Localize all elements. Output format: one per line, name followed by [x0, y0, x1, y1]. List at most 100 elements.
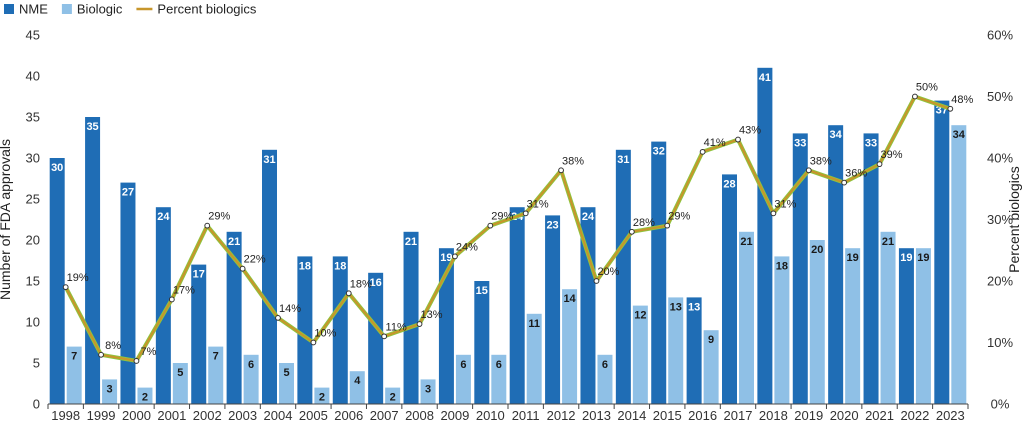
- bar-value-nme: 28: [723, 178, 735, 190]
- percent-point: [770, 210, 777, 217]
- bar-value-biologic: 19: [917, 252, 929, 264]
- x-tick-label: 2017: [724, 408, 753, 423]
- percent-point: [487, 222, 494, 229]
- x-tick-label: 2012: [547, 408, 576, 423]
- percent-label: 28%: [633, 217, 655, 229]
- percent-point: [204, 222, 211, 229]
- bar-nme: [262, 149, 277, 404]
- bar-nme: [580, 207, 596, 404]
- bar-biologic: [349, 371, 365, 404]
- legend-label-percent-biologics: Percent biologics: [157, 2, 256, 17]
- x-tick-label: 2023: [936, 408, 965, 423]
- bar-nme: [615, 149, 631, 404]
- bar-value-nme: 18: [334, 260, 346, 272]
- bar-biologic: [455, 354, 471, 404]
- percent-label: 48%: [951, 94, 973, 106]
- percent-point: [98, 351, 104, 358]
- bar-value-biologic: 3: [425, 383, 431, 395]
- y-tick-label: 15: [26, 274, 40, 289]
- bar-value-nme: 19: [440, 252, 452, 264]
- x-tick-label: 2009: [440, 408, 469, 423]
- bar-value-biologic: 18: [776, 260, 788, 272]
- bar-biologic: [102, 379, 118, 404]
- bar-biologic: [385, 387, 401, 404]
- y2-tick-label: 40%: [987, 151, 1013, 166]
- percent-point: [876, 161, 883, 168]
- percent-label: 38%: [562, 155, 584, 167]
- percent-point: [699, 148, 706, 155]
- bar-biologic: [809, 240, 825, 404]
- legend-label-nme: NME: [19, 2, 48, 17]
- bar-nme: [722, 174, 737, 404]
- bar-biologic: [632, 305, 648, 404]
- y-tick-label: 30: [26, 151, 40, 166]
- x-tick-label: 2003: [228, 408, 257, 423]
- bar-nme: [934, 100, 950, 404]
- percent-point: [558, 167, 564, 174]
- percent-label: 39%: [881, 149, 903, 161]
- percent-label: 29%: [208, 211, 230, 223]
- percent-point: [664, 222, 671, 229]
- percent-label: 10%: [314, 328, 336, 340]
- bar-biologic: [526, 313, 542, 404]
- percent-label: 31%: [527, 198, 549, 210]
- percent-point: [62, 284, 69, 291]
- percent-label: 29%: [491, 211, 513, 223]
- bar-value-nme: 21: [405, 236, 417, 248]
- x-tick-label: 2000: [122, 408, 151, 423]
- percent-label: 7%: [141, 346, 157, 358]
- y-tick-label: 10: [26, 315, 40, 330]
- bar-nme: [792, 133, 808, 404]
- percent-point: [735, 136, 741, 143]
- bar-value-biologic: 14: [563, 293, 576, 305]
- bar-biologic: [208, 346, 224, 404]
- percent-line-path: [64, 95, 951, 362]
- bar-nme: [474, 281, 490, 404]
- bar-value-nme: 24: [157, 211, 170, 223]
- legend: NME Biologic Percent biologics: [4, 2, 257, 17]
- bar-nme: [226, 231, 242, 404]
- bar-value-nme: 32: [653, 146, 665, 158]
- percent-point: [947, 105, 954, 112]
- percent-label: 13%: [421, 309, 443, 321]
- bar-biologic: [172, 363, 188, 404]
- bar-nme: [545, 215, 561, 404]
- bar-value-biologic: 6: [248, 359, 254, 371]
- percent-point: [310, 339, 317, 346]
- percent-label: 22%: [244, 254, 266, 266]
- bar-nme: [368, 272, 384, 404]
- bar-biologic: [845, 248, 861, 404]
- percent-point: [275, 315, 281, 321]
- x-axis: 1998 1999 2000 2001 2002 2003 2004 2005 2006 2007…: [47, 403, 969, 423]
- bar-nme: [85, 117, 101, 404]
- bar-nme: [191, 264, 207, 404]
- bar-value-nme: 21: [228, 236, 240, 248]
- x-tick-label: 2007: [370, 408, 399, 423]
- bars: 3073532722451772163151821841622131961562…: [49, 67, 967, 405]
- percent-label: 17%: [173, 284, 195, 296]
- x-tick-label: 2015: [653, 408, 682, 423]
- bar-value-nme: 24: [582, 211, 595, 223]
- percent-point: [805, 167, 812, 174]
- bar-value-nme: 19: [900, 252, 912, 264]
- x-tick-label: 2001: [157, 408, 186, 423]
- bar-nme: [509, 207, 525, 404]
- bar-nme: [403, 231, 419, 404]
- bar-biologic: [774, 256, 790, 404]
- bar-biologic: [951, 125, 967, 404]
- percent-line: 19% 8% 7% 17% 29% 22% 14% 10% 18% 11% 13% 24% 29% 31%…: [62, 82, 974, 364]
- x-tick-label: 1998: [51, 408, 80, 423]
- percent-label: 20%: [597, 266, 619, 278]
- bar-value-nme: 13: [688, 301, 700, 313]
- y2-tick-label: 20%: [987, 274, 1013, 289]
- bar-value-nme: 27: [122, 187, 134, 199]
- bar-biologic: [703, 330, 719, 404]
- bar-value-nme: 17: [193, 269, 205, 281]
- x-tick-label: 2020: [830, 408, 859, 423]
- legend-label-biologic: Biologic: [77, 2, 123, 17]
- y-tick-label: 35: [26, 110, 40, 125]
- percent-label: 50%: [916, 82, 938, 94]
- bar-value-biologic: 2: [319, 392, 325, 404]
- bar-nme: [297, 256, 313, 404]
- bar-nme: [898, 248, 914, 404]
